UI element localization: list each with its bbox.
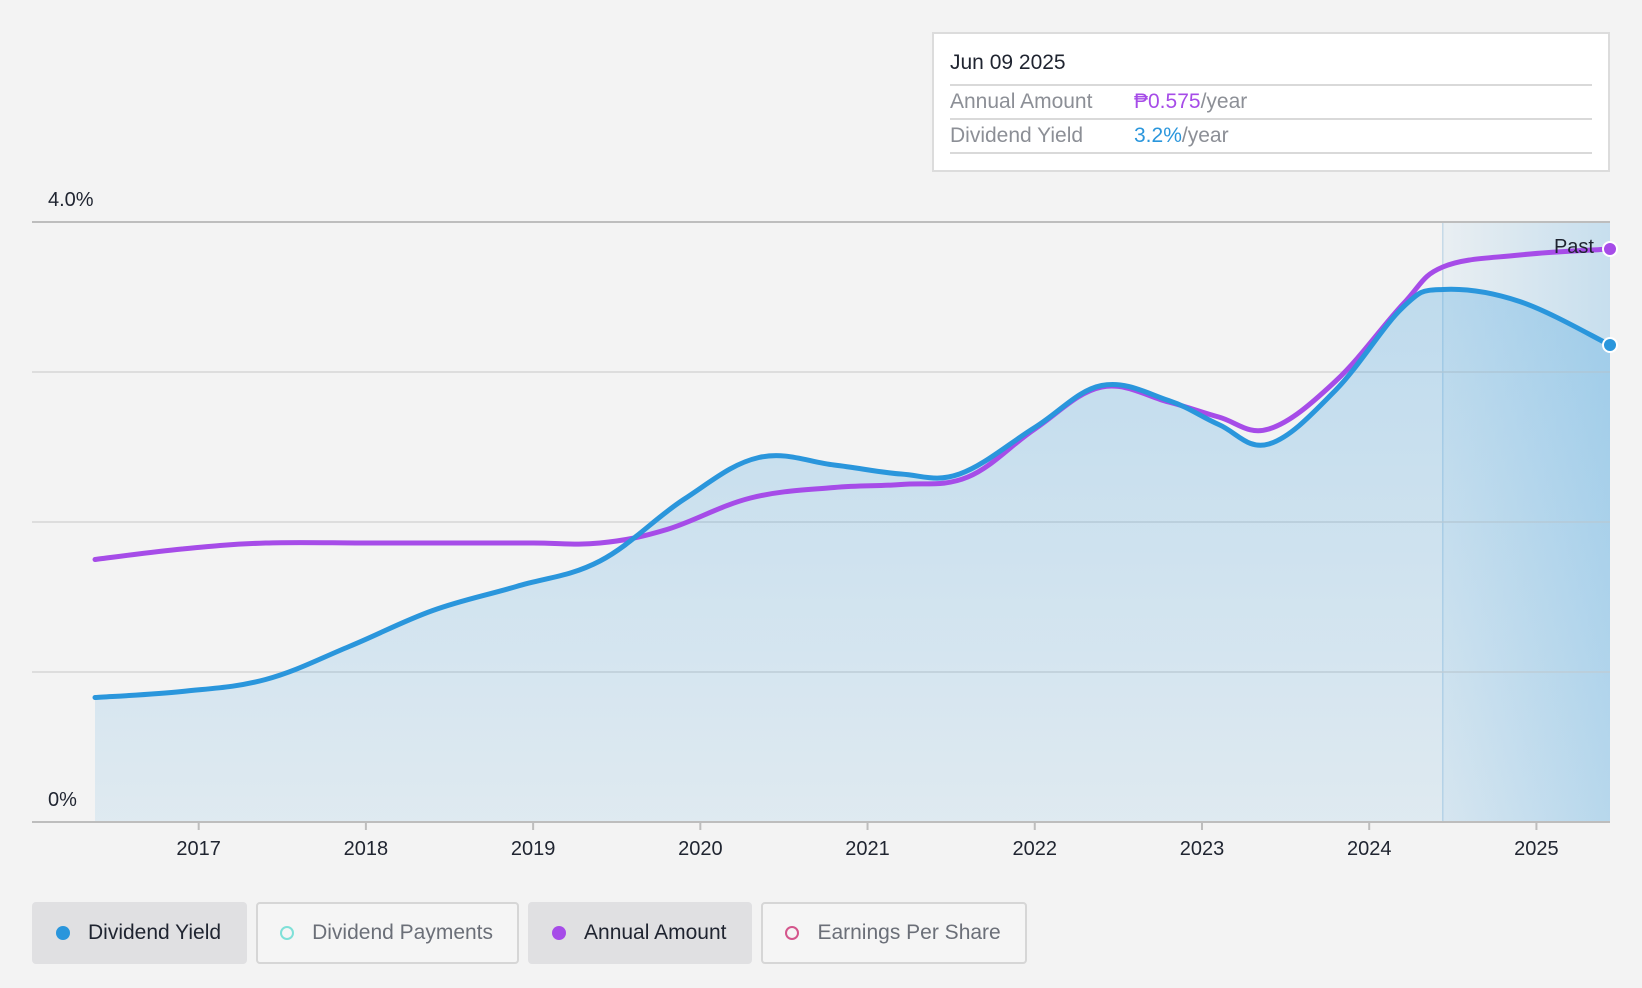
legend-annual-amount-label: Annual Amount (584, 921, 727, 944)
y-tick-label: 4.0% (48, 189, 94, 211)
x-tick-label: 2017 (176, 838, 221, 860)
x-tick-label: 2022 (1013, 838, 1058, 860)
dividend-yield-area (95, 289, 1610, 823)
tooltip-date: Jun 09 2025 (950, 48, 1592, 86)
tooltip-annual-amount-label: Annual Amount (950, 90, 1093, 113)
tooltip-dividend-yield-unit: /year (1181, 124, 1229, 147)
legend-earnings-per-share-label: Earnings Per Share (817, 921, 1001, 944)
dividend-payments-ring-icon (280, 926, 295, 940)
legend-dividend-yield-label: Dividend Yield (88, 921, 222, 944)
tooltip-annual-amount-row: Annual Amount ₱0.575 /year (950, 86, 1592, 120)
tooltip-dividend-yield-value: 3.2% (1134, 124, 1182, 147)
past-label: Past (1554, 236, 1594, 258)
y-tick-label: 0% (48, 789, 77, 811)
dividend-yield-dot-icon (56, 926, 70, 940)
tooltip-dividend-yield-row: Dividend Yield 3.2% /year (950, 120, 1592, 154)
annual-amount-dot-icon (552, 926, 567, 940)
legend-earnings-per-share[interactable]: Earnings Per Share (761, 902, 1027, 964)
dividend-yield-end-marker (1602, 337, 1618, 353)
legend-dividend-yield[interactable]: Dividend Yield (32, 902, 248, 964)
legend-dividend-payments-label: Dividend Payments (312, 921, 494, 944)
dividend-yield-line (92, 286, 1613, 700)
tooltip-dividend-yield-label: Dividend Yield (950, 124, 1084, 147)
x-tick-label: 2024 (1347, 838, 1392, 860)
legend-dividend-payments[interactable]: Dividend Payments (256, 902, 520, 964)
x-tick-label: 2023 (1180, 838, 1225, 860)
annual-amount-end-marker (1602, 241, 1618, 257)
x-tick-label: 2021 (845, 838, 890, 860)
chart-legend: Dividend Yield Dividend Payments Annual … (32, 902, 1027, 964)
x-tick-label: 2019 (511, 838, 556, 860)
x-tick-label: 2025 (1514, 838, 1559, 860)
annual-amount-line (92, 246, 1613, 562)
x-tick-label: 2020 (678, 838, 723, 860)
earnings-per-share-ring-icon (785, 926, 800, 940)
hover-tooltip: Jun 09 2025 Annual Amount ₱0.575 /year D… (932, 32, 1610, 172)
tooltip-annual-amount-value: ₱0.575 (1134, 90, 1201, 113)
legend-annual-amount[interactable]: Annual Amount (528, 902, 753, 964)
x-tick-label: 2018 (344, 838, 389, 860)
tooltip-annual-amount-unit: /year (1200, 90, 1248, 113)
chart-svg: 2017 2018 2019 2020 2021 2022 2023 2024 2025 4.0… (32, 189, 1618, 860)
